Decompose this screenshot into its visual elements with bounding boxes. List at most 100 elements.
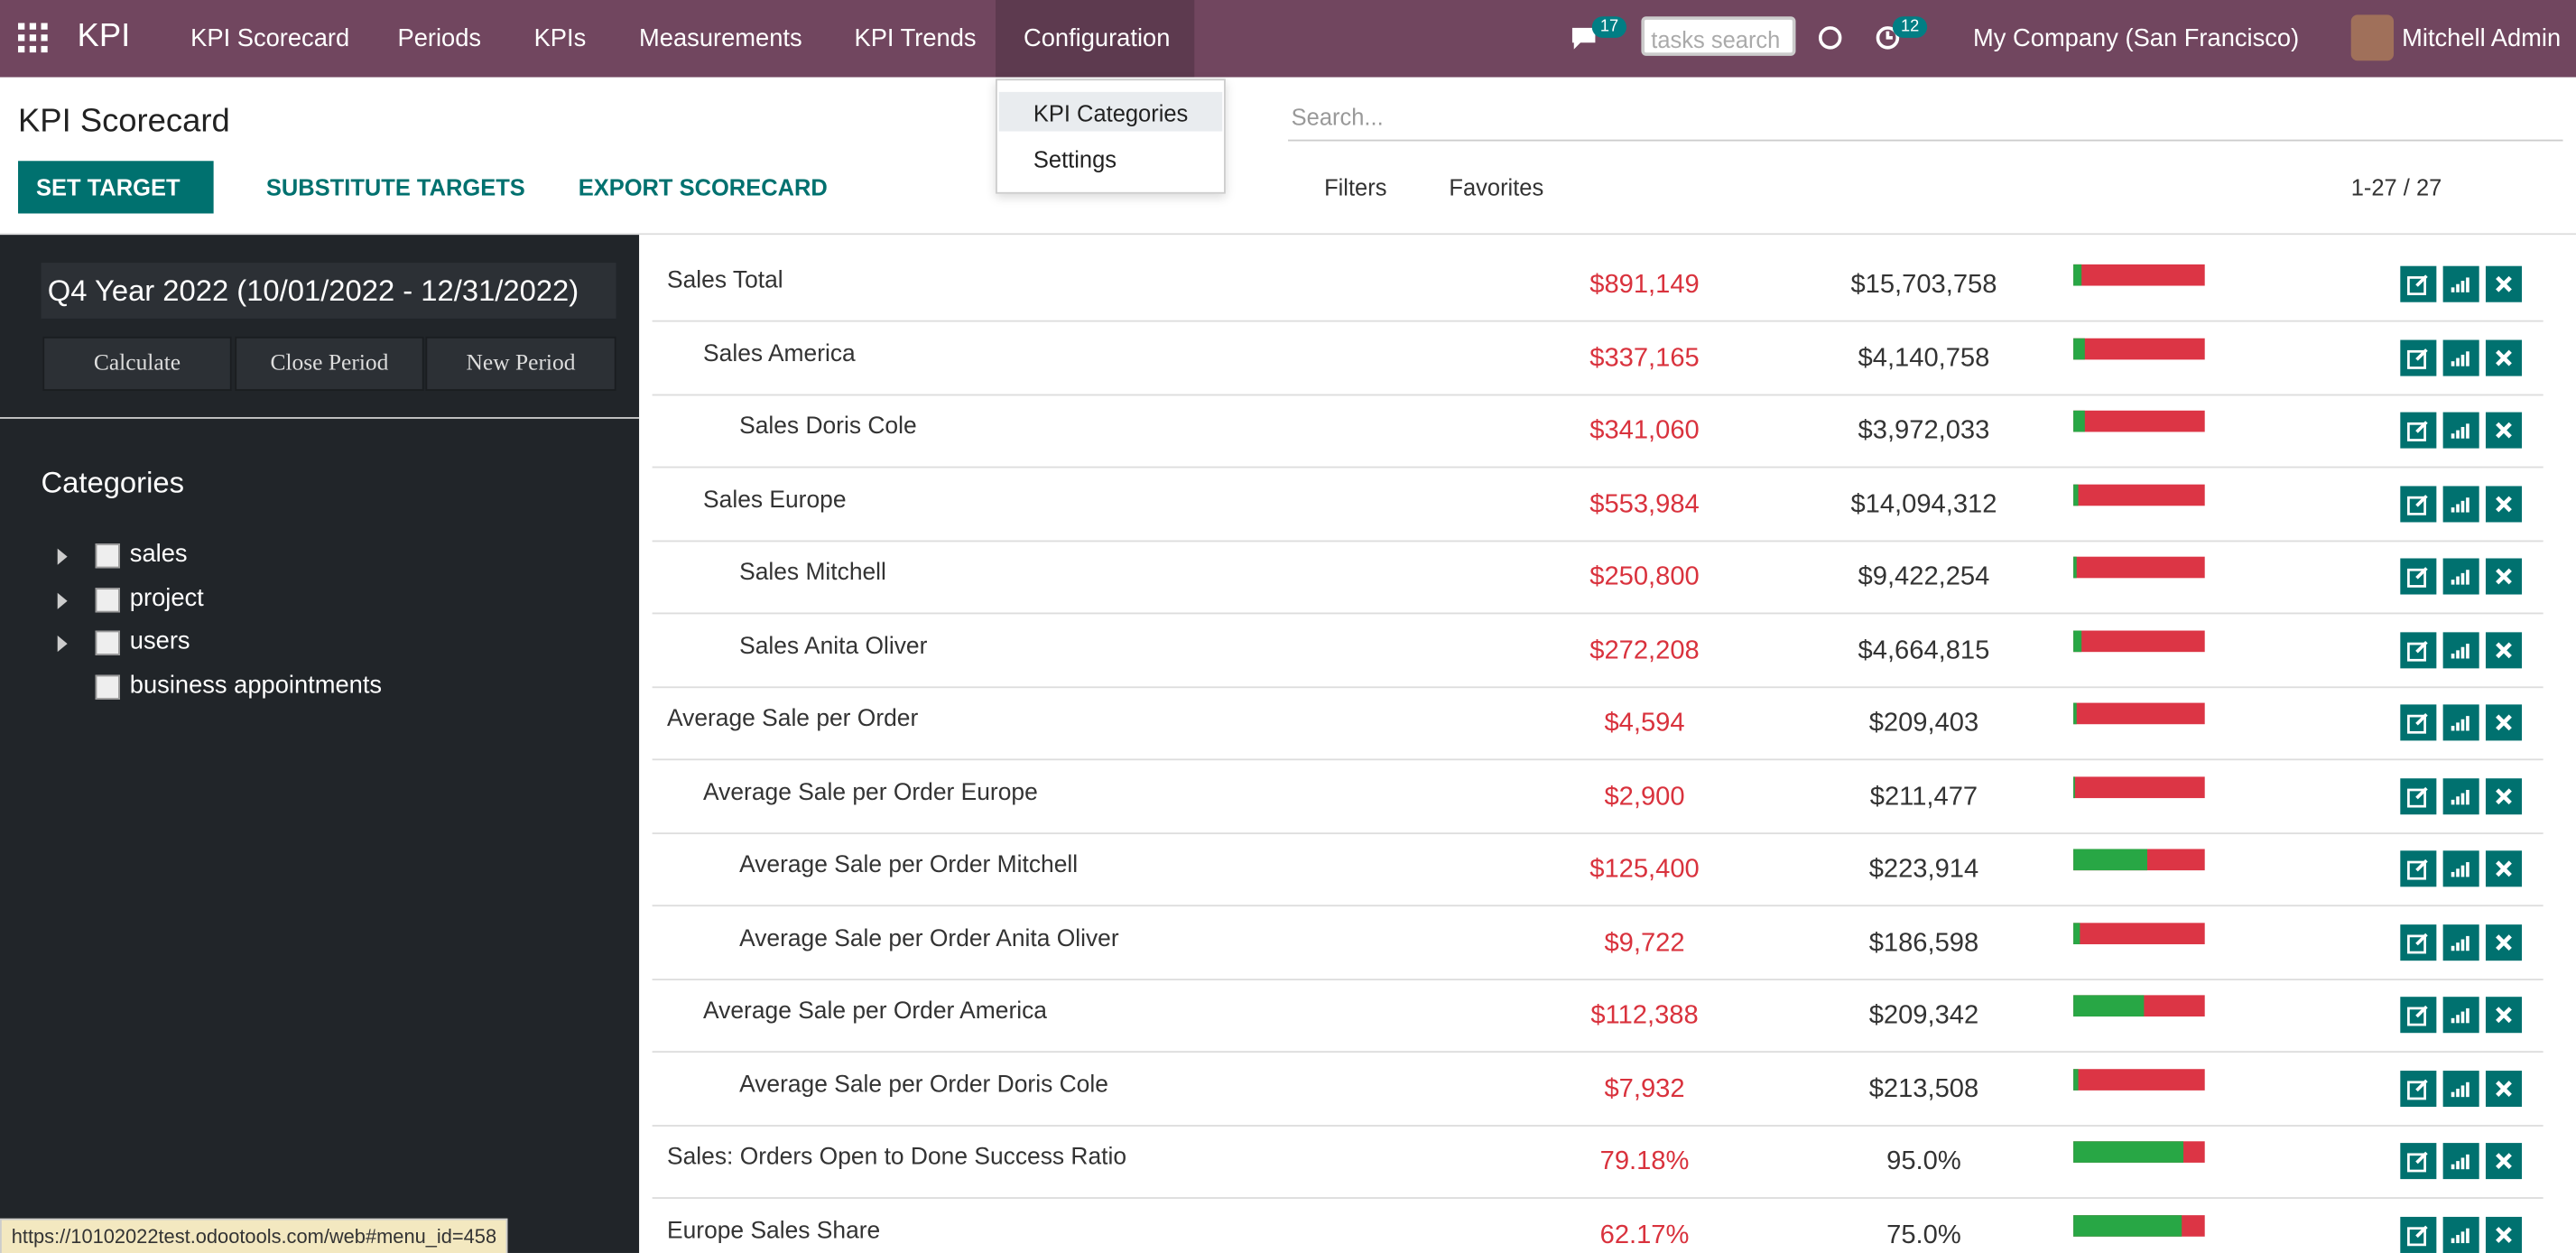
new-period-button[interactable]: New Period <box>425 336 616 391</box>
menu-item[interactable]: KPI Trends <box>854 24 977 53</box>
trend-button[interactable] <box>2442 631 2479 668</box>
expand-caret[interactable] <box>57 635 68 653</box>
kpi-row[interactable]: Sales: Orders Open to Done Success Ratio… <box>652 1125 2544 1199</box>
apps-icon[interactable] <box>18 23 48 53</box>
refresh-icon[interactable] <box>1817 24 1843 51</box>
trend-button[interactable] <box>2442 339 2479 376</box>
kpi-row[interactable]: Sales Doris Cole $341,060 $3,972,033 <box>652 394 2544 469</box>
kpi-row[interactable]: Sales Anita Oliver $272,208 $4,664,815 <box>652 613 2544 688</box>
menu-item[interactable]: Periods <box>397 24 482 53</box>
trend-button[interactable] <box>2442 485 2479 522</box>
expand-caret[interactable] <box>57 548 68 565</box>
period-select[interactable]: Q4 Year 2022 (10/01/2022 - 12/31/2022) <box>41 263 616 319</box>
category-label[interactable]: sales <box>129 540 188 569</box>
edit-button[interactable] <box>2400 997 2437 1034</box>
category-label[interactable]: business appointments <box>129 671 383 700</box>
edit-button[interactable] <box>2400 631 2437 668</box>
actual-value: $341,060 <box>1589 417 1700 445</box>
trend-button[interactable] <box>2442 265 2479 302</box>
delete-button[interactable] <box>2485 1070 2523 1107</box>
avatar[interactable] <box>2350 14 2395 61</box>
delete-button[interactable] <box>2485 1216 2523 1253</box>
substitute-targets-button[interactable]: SUBSTITUTE TARGETS <box>265 173 525 200</box>
menu-item[interactable]: Configuration <box>1023 24 1171 53</box>
edit-button[interactable] <box>2400 1143 2437 1180</box>
edit-button[interactable] <box>2400 558 2437 595</box>
kpi-row[interactable]: Sales Total $891,149 $15,703,758 <box>652 248 2544 322</box>
edit-button[interactable] <box>2400 850 2437 887</box>
kpi-name: Average Sale per Order <box>667 706 919 733</box>
delete-button[interactable] <box>2485 777 2523 814</box>
activity-icon[interactable] <box>1875 24 1901 51</box>
checkbox[interactable] <box>95 543 120 569</box>
dropdown-item[interactable]: KPI Categories <box>1033 99 1189 127</box>
trend-button[interactable] <box>2442 1070 2479 1107</box>
kpi-row[interactable]: Average Sale per Order America $112,388 $2… <box>652 979 2544 1053</box>
delete-button[interactable] <box>2485 265 2523 302</box>
user[interactable]: Mitchell Admin <box>2402 24 2562 53</box>
delete-button[interactable] <box>2485 412 2523 449</box>
delete-button[interactable] <box>2485 339 2523 376</box>
trend-button[interactable] <box>2442 850 2479 887</box>
kpi-row[interactable]: Average Sale per Order Europe $2,900 $211,… <box>652 759 2544 834</box>
edit-button[interactable] <box>2400 777 2437 814</box>
kpi-name: Sales Anita Oliver <box>739 633 928 660</box>
kpi-row[interactable]: Sales Europe $553,984 $14,094,312 <box>652 468 2544 542</box>
menu-item[interactable]: Measurements <box>639 24 802 53</box>
delete-button[interactable] <box>2485 631 2523 668</box>
trend-button[interactable] <box>2442 997 2479 1034</box>
trend-button[interactable] <box>2442 1143 2479 1180</box>
edit-button[interactable] <box>2400 1216 2437 1253</box>
trend-button[interactable] <box>2442 924 2479 961</box>
progress-bar <box>2073 775 2205 798</box>
target-value: $213,508 <box>1868 1074 1979 1103</box>
kpi-row[interactable]: Average Sale per Order Doris Cole $7,932 $… <box>652 1052 2544 1126</box>
delete-button[interactable] <box>2485 704 2523 741</box>
trend-button[interactable] <box>2442 1216 2479 1253</box>
kpi-row[interactable]: Average Sale per Order Anita Oliver $9,72… <box>652 905 2544 980</box>
favorites[interactable]: Favorites <box>1449 173 1544 200</box>
trend-button[interactable] <box>2442 412 2479 449</box>
category-label[interactable]: project <box>129 583 204 612</box>
edit-button[interactable] <box>2400 412 2437 449</box>
chat-icon[interactable] <box>1569 24 1598 51</box>
kpi-row[interactable]: Europe Sales Share 62.17% 75.0% <box>653 1198 2544 1253</box>
kpi-row[interactable]: Average Sale per Order $4,594 $209,403 <box>652 686 2544 761</box>
delete-button[interactable] <box>2485 1143 2523 1180</box>
delete-button[interactable] <box>2485 558 2523 595</box>
set-target-button[interactable]: SET TARGET <box>18 161 214 214</box>
close-period-button[interactable]: Close Period <box>235 336 424 391</box>
tasks-search[interactable]: tasks search <box>1641 16 1796 56</box>
search-bar[interactable]: Search... <box>1288 96 2563 142</box>
calculate-button[interactable]: Calculate <box>42 336 232 391</box>
edit-button[interactable] <box>2400 485 2437 522</box>
edit-button[interactable] <box>2400 265 2437 302</box>
trend-button[interactable] <box>2442 777 2479 814</box>
export-scorecard-button[interactable]: EXPORT SCORECARD <box>578 173 828 200</box>
delete-button[interactable] <box>2485 850 2523 887</box>
trend-button[interactable] <box>2442 704 2479 741</box>
delete-button[interactable] <box>2485 485 2523 522</box>
kpi-row[interactable]: Sales Mitchell $250,800 $9,422,254 <box>652 540 2544 615</box>
delete-button[interactable] <box>2485 997 2523 1034</box>
dropdown-item[interactable]: Settings <box>1033 145 1117 173</box>
category-label[interactable]: users <box>129 626 190 655</box>
filters[interactable]: Filters <box>1324 173 1387 200</box>
delete-button[interactable] <box>2485 924 2523 961</box>
kpi-row[interactable]: Sales America $337,165 $4,140,758 <box>652 321 2544 395</box>
edit-button[interactable] <box>2400 924 2437 961</box>
menu-item[interactable]: KPI Scorecard <box>190 24 350 53</box>
edit-button[interactable] <box>2400 1070 2437 1107</box>
expand-caret[interactable] <box>57 591 68 608</box>
checkbox[interactable] <box>95 630 120 655</box>
checkbox[interactable] <box>95 587 120 612</box>
edit-button[interactable] <box>2400 704 2437 741</box>
menu-item[interactable]: KPIs <box>533 24 587 53</box>
edit-button[interactable] <box>2400 339 2437 376</box>
company[interactable]: My Company (San Francisco) <box>1973 24 2300 53</box>
app-name[interactable]: KPI <box>77 18 131 55</box>
checkbox[interactable] <box>95 673 120 700</box>
trend-button[interactable] <box>2442 558 2479 595</box>
kpi-row[interactable]: Average Sale per Order Mitchell $125,400 $… <box>652 832 2544 907</box>
